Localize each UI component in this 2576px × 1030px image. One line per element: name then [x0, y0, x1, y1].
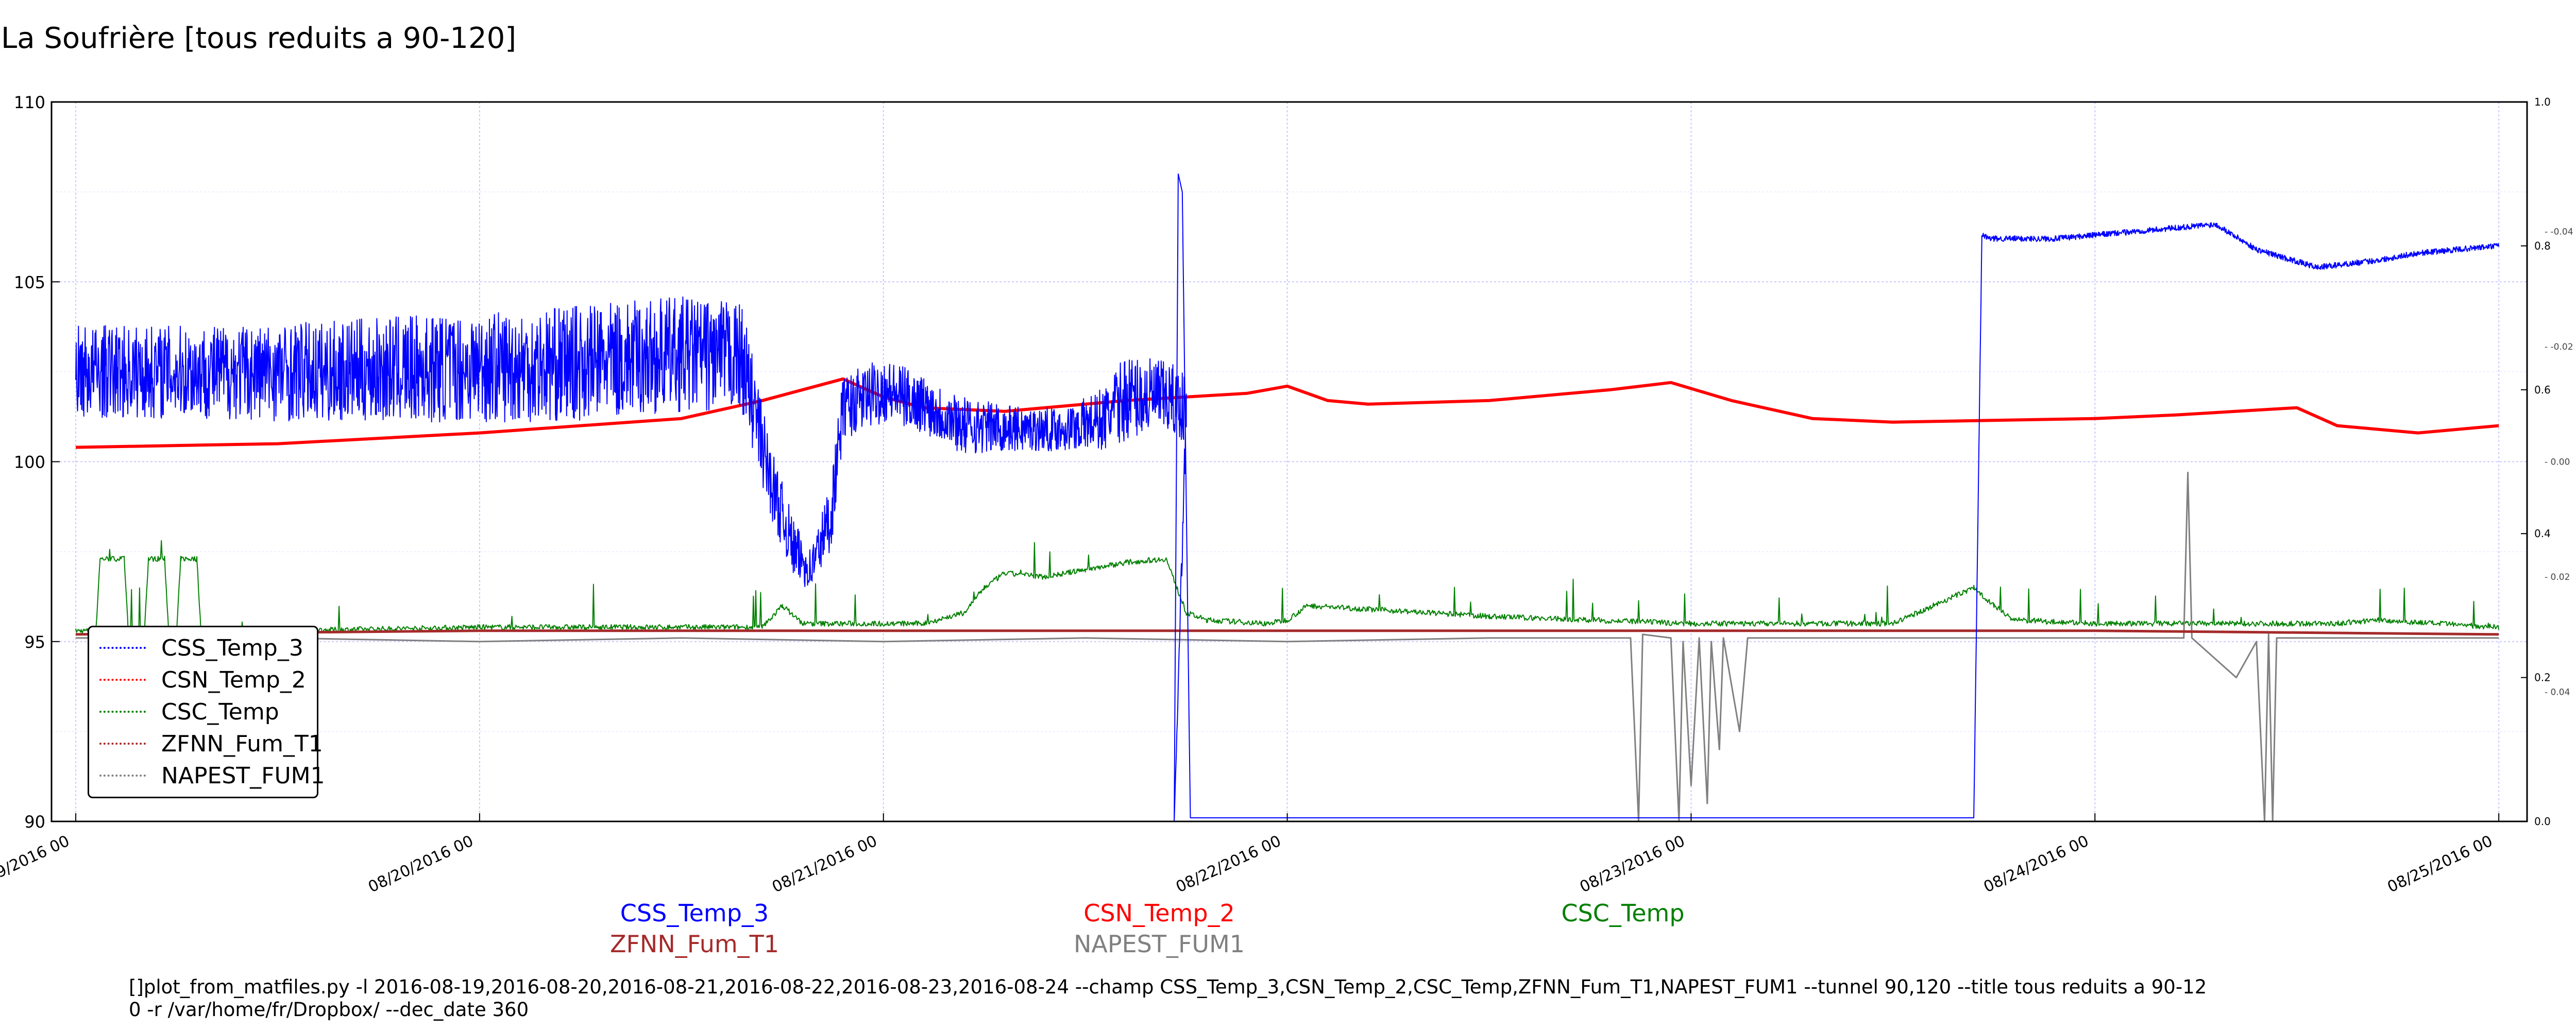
legend-swatch-napest-fum1: [99, 775, 146, 777]
right-minor-tick-label: - -0.04: [2545, 227, 2573, 237]
series-label-csn-temp-2: CSN_Temp_2: [1083, 899, 1235, 927]
right-minor-tick-label: - 0.02: [2545, 572, 2570, 582]
x-tick-label: 08/25/2016 00: [2385, 832, 2496, 897]
y-tick-label: 90: [24, 812, 45, 832]
right-minor-tick-label: - 0.04: [2545, 688, 2570, 698]
y-tick-label: 105: [14, 272, 45, 292]
legend-label-napest-fum1: NAPEST_FUM1: [161, 762, 325, 789]
y-tick-label: 100: [14, 453, 45, 472]
series-label-css-temp-3: CSS_Temp_3: [620, 899, 769, 927]
right-tick-label: 0.4: [2534, 527, 2551, 540]
legend-label-css-temp-3: CSS_Temp_3: [161, 634, 303, 661]
right-tick-label: 0.6: [2534, 384, 2551, 396]
legend-swatch-css-temp-3: [99, 647, 146, 649]
x-tick-label: 08/23/2016 00: [1577, 832, 1688, 897]
series-line-napest-fum1: [76, 472, 2499, 821]
legend-swatch-zfnn-fum-t1: [99, 743, 146, 745]
legend-label-zfnn-fum-t1: ZFNN_Fum_T1: [161, 730, 323, 757]
legend-item-css-temp-3: CSS_Temp_3: [99, 632, 303, 663]
series-label-csc-temp: CSC_Temp: [1561, 899, 1685, 927]
right-tick-label: 0.2: [2534, 672, 2551, 684]
x-tick-label: 08/19/2016 00: [0, 832, 72, 897]
series-line-zfnn-fum-t1: [75, 629, 2499, 636]
right-minor-tick-label: - 0.00: [2545, 457, 2570, 468]
x-tick-label: 08/21/2016 00: [769, 832, 880, 897]
legend-label-csn-temp-2: CSN_Temp_2: [161, 666, 306, 693]
series-label-napest-fum1: NAPEST_FUM1: [1073, 930, 1245, 958]
right-tick-label: 1.0: [2534, 96, 2551, 108]
right-tick-label: 0.0: [2534, 815, 2551, 828]
right-tick-label: 0.8: [2534, 239, 2551, 252]
series-line-csn-temp-2: [75, 377, 2499, 449]
legend-item-zfnn-fum-t1: ZFNN_Fum_T1: [99, 728, 323, 759]
legend-item-napest-fum1: NAPEST_FUM1: [99, 760, 325, 791]
legend-item-csn-temp-2: CSN_Temp_2: [99, 664, 306, 695]
series-label-zfnn-fum-t1: ZFNN_Fum_T1: [609, 930, 779, 958]
chart-legend: CSS_Temp_3 CSN_Temp_2 CSC_Temp ZFNN_Fum_…: [88, 626, 325, 798]
legend-swatch-csc-temp: [99, 711, 146, 713]
right-minor-tick-label: - -0.02: [2545, 342, 2573, 352]
series-line-css-temp-3: [75, 173, 2500, 821]
legend-label-csc-temp: CSC_Temp: [161, 698, 279, 725]
legend-item-csc-temp: CSC_Temp: [99, 696, 279, 727]
x-tick-label: 08/20/2016 00: [366, 832, 477, 897]
command-line-text: []plot_from_matfiles.py -l 2016-08-19,20…: [129, 976, 2207, 1021]
y-tick-label: 95: [24, 632, 45, 652]
x-tick-label: 08/24/2016 00: [1981, 832, 2092, 897]
series-line-csc-temp: [75, 540, 2500, 634]
x-tick-label: 08/22/2016 00: [1173, 832, 1284, 897]
legend-swatch-csn-temp-2: [99, 679, 146, 681]
chart-title: La Soufrière [tous reduits a 90-120]: [1, 22, 517, 55]
y-tick-label: 110: [14, 93, 45, 112]
chart-plot: 90 95 100 105 110 08/19/2016 00 08/20/2016 00 0…: [0, 93, 2573, 897]
